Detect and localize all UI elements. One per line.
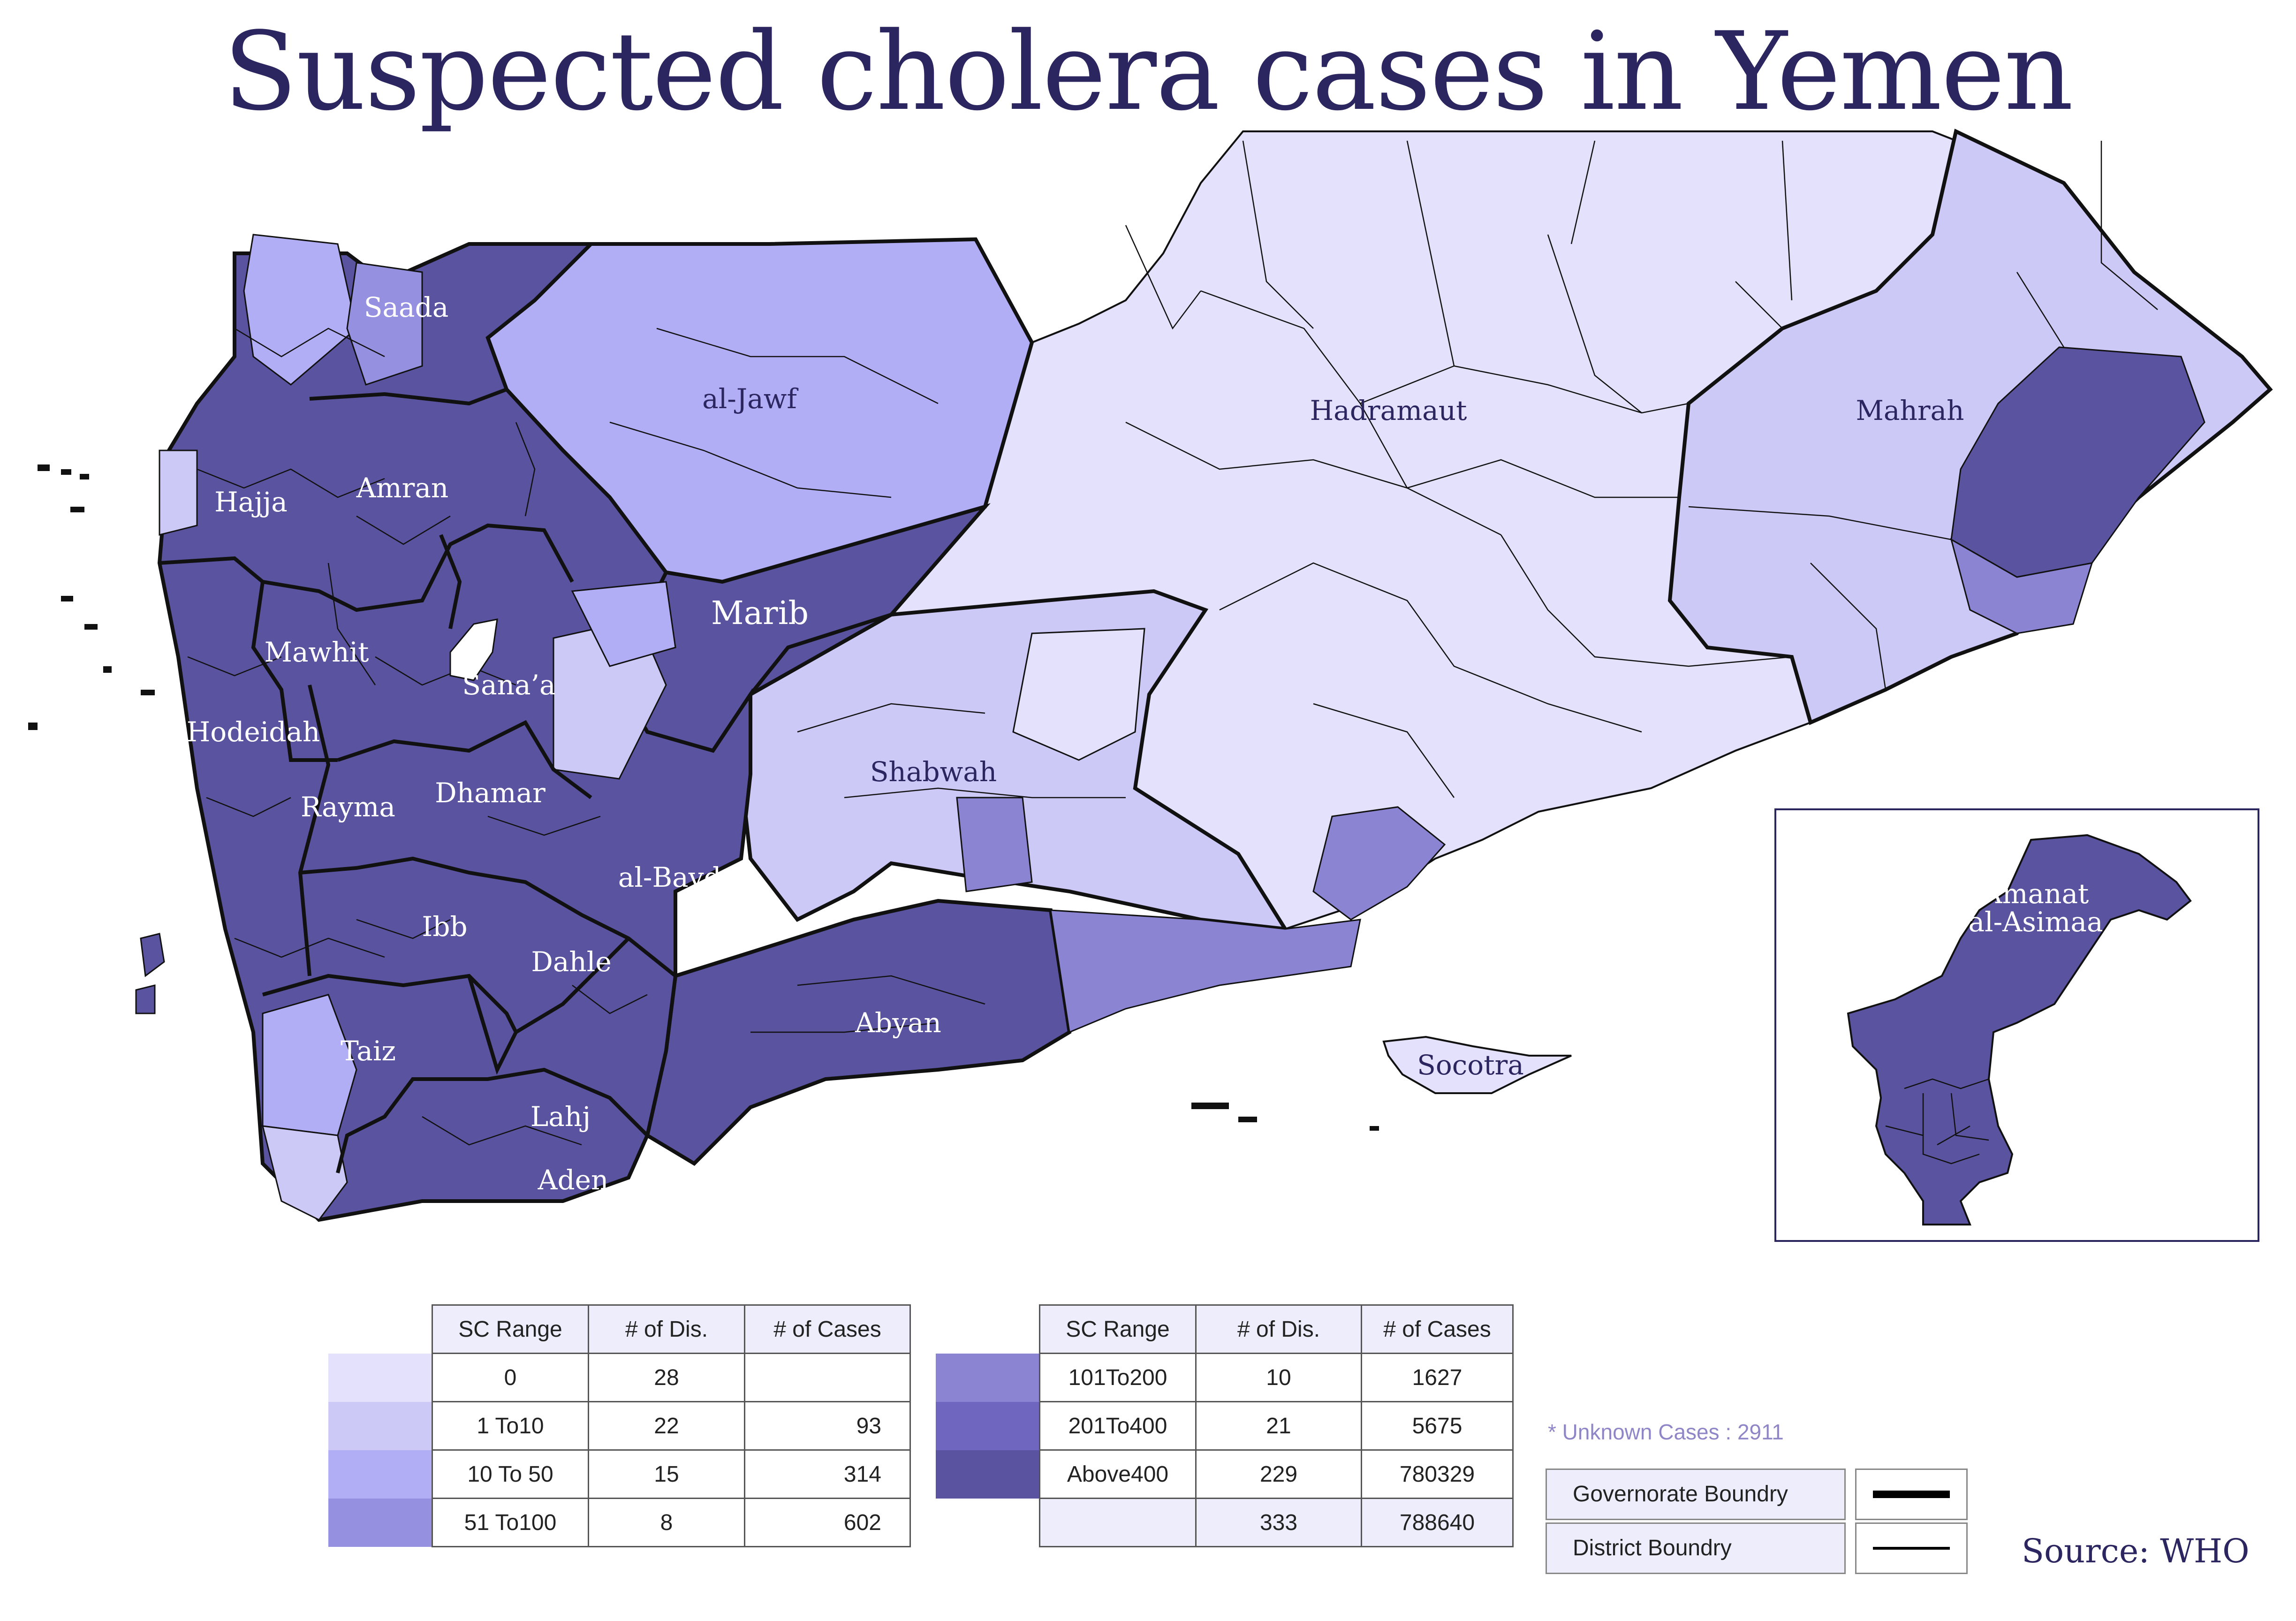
- legend-swatch: [328, 1401, 432, 1450]
- legend-cases: 1627: [1361, 1353, 1514, 1402]
- legend-header-cases: # of Cases: [744, 1304, 911, 1354]
- legend-total-range: [1039, 1498, 1197, 1547]
- label-amanat: Amanat: [1982, 878, 2089, 910]
- legend-cases: [744, 1353, 911, 1402]
- legend-districts: 229: [1195, 1449, 1362, 1499]
- legend-table-left: SC Range # of Dis. # of Cases 0 28 1 To1…: [328, 1304, 911, 1547]
- label-al-asimaa: al-Asimaa: [1968, 906, 2103, 938]
- legend-header-range: SC Range: [432, 1304, 589, 1354]
- district-mahrah-mid: [1950, 538, 2093, 634]
- legend-header-cases: # of Cases: [1361, 1304, 1514, 1354]
- small-islands: [28, 464, 1379, 1131]
- label-hadramaut: Hadramaut: [1310, 395, 1467, 426]
- label-mawhit: Mawhit: [265, 636, 369, 668]
- legend-blank: [936, 1305, 1040, 1354]
- legend-districts: 22: [588, 1401, 745, 1451]
- source-note: Source: WHO: [2022, 1532, 2250, 1570]
- district-abyan-east: [1050, 909, 1361, 1034]
- region-socotra: [1382, 1035, 1572, 1094]
- legend-range: 51 To100: [432, 1498, 589, 1547]
- label-dhamar: Dhamar: [435, 777, 546, 809]
- legend-swatch: [936, 1401, 1040, 1450]
- label-hajja: Hajja: [214, 486, 288, 518]
- governorate-boundary-label: Governorate Boundry: [1546, 1469, 1846, 1520]
- legend-range: Above400: [1039, 1449, 1197, 1499]
- label-saada: Saada: [364, 291, 449, 323]
- unknown-cases-note: * Unknown Cases : 2911: [1548, 1420, 1784, 1444]
- legend-districts: 21: [1195, 1401, 1362, 1451]
- label-ibb: Ibb: [422, 911, 467, 943]
- label-hodeidah: Hodeidah: [187, 716, 320, 748]
- governorate-boundary-key: Governorate Boundry: [1546, 1469, 1968, 1520]
- legend-header-districts: # of Dis.: [588, 1304, 745, 1354]
- label-amran: Amran: [356, 472, 449, 504]
- label-abyan: Abyan: [855, 1007, 941, 1039]
- governorate-boundaries: [159, 388, 892, 1173]
- legend-swatch: [328, 1353, 432, 1402]
- sanaa-city-cutout: [449, 618, 498, 681]
- legend-districts: 15: [588, 1449, 745, 1499]
- district-taiz-light: [262, 994, 357, 1136]
- legend-cases: 314: [744, 1449, 911, 1499]
- district-shabwah-light: [1012, 628, 1145, 761]
- district-boundary-key: District Boundry: [1546, 1522, 1968, 1574]
- region-shabwah: [739, 589, 1289, 931]
- inset-amanat-al-asimaa: [1847, 834, 2192, 1225]
- label-dahle: Dahle: [531, 946, 611, 978]
- legend-cases: 780329: [1361, 1449, 1514, 1499]
- legend-cases: 602: [744, 1498, 911, 1547]
- label-lahj: Lahj: [530, 1101, 591, 1133]
- legend-total-cases: 788640: [1361, 1498, 1514, 1547]
- inset-district-boundaries: [1885, 1078, 1989, 1164]
- legend-swatch: [936, 1353, 1040, 1402]
- legend-cases: 5675: [1361, 1401, 1514, 1451]
- label-sanaa: Sana’a: [462, 669, 555, 701]
- district-taiz-pale: [262, 1125, 348, 1221]
- legend-blank: [328, 1305, 432, 1354]
- district-line-sample: [1855, 1522, 1968, 1574]
- legend-range: 201To400: [1039, 1401, 1197, 1451]
- legend-range: 10 To 50: [432, 1449, 589, 1499]
- label-marib: Marib: [711, 595, 809, 632]
- district-boundary-label: District Boundry: [1546, 1522, 1846, 1574]
- region-west-highlands: [157, 242, 752, 1222]
- legend-swatch: [328, 1498, 432, 1547]
- legend-blank: [936, 1498, 1040, 1547]
- region-abyan: [645, 898, 1072, 1166]
- legend-swatch: [936, 1450, 1040, 1499]
- legend-districts: 10: [1195, 1353, 1362, 1402]
- label-aden: Aden: [538, 1164, 609, 1196]
- label-al-jawf: al-Jawf: [702, 383, 798, 415]
- legend-table-right: SC Range # of Dis. # of Cases 101To200 1…: [936, 1304, 1514, 1547]
- legend-header-range: SC Range: [1039, 1304, 1197, 1354]
- label-rayma: Rayma: [301, 791, 395, 823]
- legend-districts: 8: [588, 1498, 745, 1547]
- district-hadramaut-coast: [1312, 806, 1446, 921]
- label-al-bayda: al-Bayda: [618, 861, 737, 893]
- legend-range: 1 To10: [432, 1401, 589, 1451]
- governorate-line-sample: [1855, 1469, 1968, 1520]
- district-shabwah-mid: [956, 797, 1033, 892]
- legend-cases: 93: [744, 1401, 911, 1451]
- legend-districts: 28: [588, 1353, 745, 1402]
- district-saada-light: [243, 234, 357, 386]
- label-mahrah: Mahrah: [1856, 395, 1964, 426]
- label-shabwah: Shabwah: [870, 756, 997, 788]
- legend-range: 101To200: [1039, 1353, 1197, 1402]
- district-saada-mid: [346, 262, 423, 386]
- island-kamaran: [140, 933, 165, 977]
- legend-swatch: [328, 1450, 432, 1499]
- legend-header-districts: # of Dis.: [1195, 1304, 1362, 1354]
- island-red-sea: [135, 984, 156, 1014]
- district-marib-light: [571, 581, 676, 667]
- district-hajja-light: [159, 449, 198, 536]
- map-title: Suspected cholera cases in Yemen: [223, 9, 2073, 135]
- legend-total-districts: 333: [1195, 1498, 1362, 1547]
- legend-range: 0: [432, 1353, 589, 1402]
- district-boundaries: [187, 140, 2158, 1146]
- label-socotra: Socotra: [1417, 1049, 1524, 1081]
- label-taiz: Taiz: [341, 1035, 396, 1067]
